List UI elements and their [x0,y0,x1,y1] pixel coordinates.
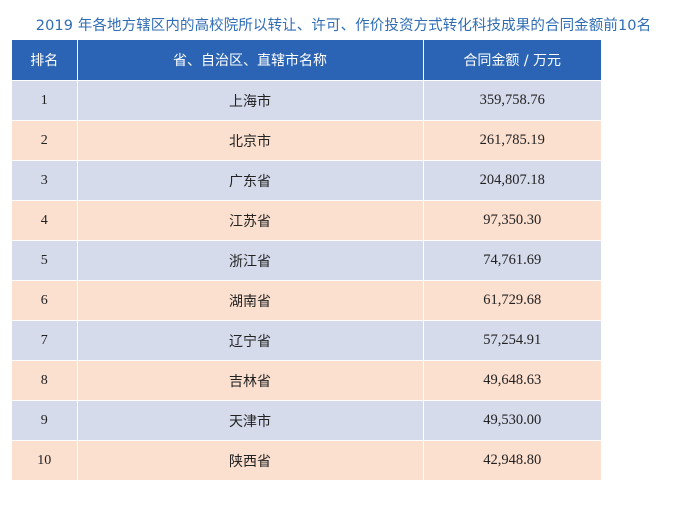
amount-cell: 49,648.63 [423,360,601,401]
amount-cell: 49,530.00 [423,400,601,441]
region-cell: 天津市 [77,400,424,441]
amount-cell: 359,758.76 [423,80,601,121]
header-region: 省、自治区、直辖市名称 [77,40,424,81]
region-cell: 江苏省 [77,200,424,241]
rank-cell: 2 [12,120,78,161]
table-body: 1 上海市 359,758.76 2 北京市 261,785.19 3 广东省 … [12,80,601,480]
table-row: 3 广东省 204,807.18 [12,160,601,201]
rank-cell: 5 [12,240,78,281]
page-title: 2019 年各地方辖区内的高校院所以转让、许可、作价投资方式转化科技成果的合同金… [35,18,652,34]
ranking-table: 排名 省、自治区、直辖市名称 合同金额 / 万元 1 上海市 359,758.7… [12,40,601,480]
region-cell: 浙江省 [77,240,424,281]
region-cell: 陕西省 [77,440,424,480]
header-rank: 排名 [12,40,78,81]
table-row: 2 北京市 261,785.19 [12,120,601,161]
header-row: 排名 省、自治区、直辖市名称 合同金额 / 万元 [12,40,601,81]
amount-cell: 204,807.18 [423,160,601,201]
table-header: 排名 省、自治区、直辖市名称 合同金额 / 万元 [12,40,601,81]
table-row: 7 辽宁省 57,254.91 [12,320,601,361]
region-cell: 广东省 [77,160,424,201]
amount-cell: 261,785.19 [423,120,601,161]
header-amount: 合同金额 / 万元 [423,40,601,81]
rank-cell: 4 [12,200,78,241]
region-cell: 湖南省 [77,280,424,321]
amount-cell: 97,350.30 [423,200,601,241]
table-row: 5 浙江省 74,761.69 [12,240,601,281]
table-row: 9 天津市 49,530.00 [12,400,601,441]
amount-cell: 74,761.69 [423,240,601,281]
rank-cell: 9 [12,400,78,441]
rank-cell: 3 [12,160,78,201]
rank-cell: 6 [12,280,78,321]
region-cell: 吉林省 [77,360,424,401]
rank-cell: 7 [12,320,78,361]
region-cell: 上海市 [77,80,424,121]
table-row: 1 上海市 359,758.76 [12,80,601,121]
table-row: 6 湖南省 61,729.68 [12,280,601,321]
rank-cell: 10 [12,440,78,480]
region-cell: 北京市 [77,120,424,161]
amount-cell: 61,729.68 [423,280,601,321]
region-cell: 辽宁省 [77,320,424,361]
rank-cell: 1 [12,80,78,121]
table-row: 10 陕西省 42,948.80 [12,440,601,480]
amount-cell: 57,254.91 [423,320,601,361]
amount-cell: 42,948.80 [423,440,601,480]
table-row: 4 江苏省 97,350.30 [12,200,601,241]
rank-cell: 8 [12,360,78,401]
table-row: 8 吉林省 49,648.63 [12,360,601,401]
